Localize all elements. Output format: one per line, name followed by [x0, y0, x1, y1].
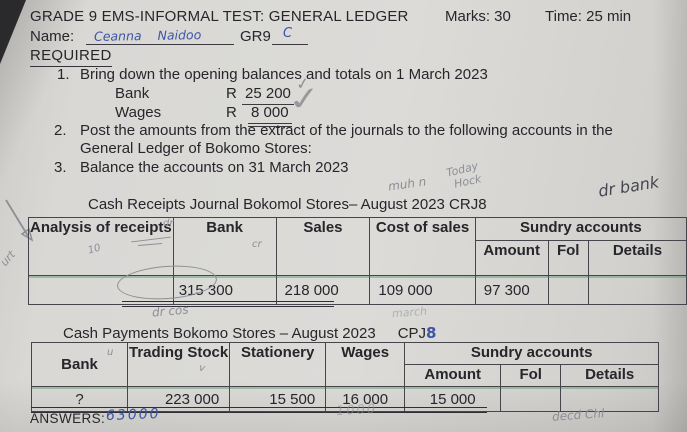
answers-label: ANSWERS:	[30, 411, 106, 426]
pencil-dr-mark: dr	[163, 218, 174, 229]
grade-handwritten: C	[283, 26, 293, 41]
crj-col-analysis: Analysis of receipts	[28, 217, 174, 276]
cpj-header-row-1: Bank Trading Stock Stationery Wages Sund…	[31, 342, 660, 387]
crj-cell-amount: 97 300	[474, 275, 549, 305]
opening-balance-account: Wages	[115, 104, 162, 121]
crj-table-title: Cash Receipts Journal Bokomol Stores– Au…	[88, 196, 487, 213]
opening-balance-account: Bank	[115, 85, 150, 102]
pencil-cr-mark: cr	[252, 239, 262, 250]
cpj-title-text: Cash Payments Bokomo Stores – August 202…	[63, 325, 376, 342]
task-2-text: Post the amounts from the extract of the…	[80, 122, 613, 157]
cpj-cell-fol	[500, 386, 562, 412]
cpj-col-amount: Amount	[404, 364, 502, 387]
cpj-code-prefix: CPJ	[397, 325, 427, 342]
crj-col-fol: Fol	[547, 240, 589, 276]
pencil-checkmark-icon: ✓	[284, 79, 325, 120]
cpj-code-number-handwritten: 8	[426, 324, 437, 342]
task-1-number: 1.	[57, 66, 70, 83]
cpj-col-bank: Bank	[31, 342, 128, 387]
crj-col-sales: Sales	[275, 217, 371, 276]
page-title: GRADE 9 EMS-INFORMAL TEST: GENERAL LEDGE…	[30, 8, 409, 25]
double-rule	[122, 301, 334, 307]
cpj-col-trading-stock: Trading Stock	[126, 342, 231, 387]
crj-sundry-accounts-header: Sundry accounts	[474, 217, 687, 241]
grade-underline	[272, 44, 308, 45]
name-underline	[86, 44, 234, 45]
task-3-number: 3.	[54, 159, 67, 176]
crj-data-row: 315 300 218 000 109 000 97 300	[28, 275, 687, 305]
pen-note-dr-bank: dr bank	[596, 172, 661, 201]
name-handwritten: Ceanna Naidoo	[93, 27, 202, 44]
cpj-col-fol: Fol	[500, 364, 562, 387]
required-heading: REQUIRED	[30, 47, 112, 67]
crj-table: Analysis of receipts Bank Sales Cost of …	[28, 217, 687, 305]
pencil-scribble: muh n	[387, 174, 428, 194]
crj-cell-cost: 109 000	[369, 275, 476, 305]
cpj-col-stationery: Stationery	[229, 342, 327, 387]
task-1-text: Bring down the opening balances and tota…	[80, 66, 488, 83]
cpj-col-details: Details	[560, 364, 660, 387]
crj-header-row-1: Analysis of receipts Bank Sales Cost of …	[28, 217, 687, 276]
crj-col-amount: Amount	[474, 240, 549, 276]
cpj-table-title: Cash Payments Bokomo Stores – August 202…	[63, 324, 436, 343]
pencil-wages-note: 1000	[335, 401, 378, 420]
currency-symbol: R	[226, 85, 237, 102]
opening-balance-amount: 25 200	[242, 85, 294, 105]
crj-cell-fol	[547, 275, 589, 305]
pencil-tick-mark: u	[107, 347, 114, 358]
crj-cell-details	[587, 275, 687, 305]
cpj-sundry-accounts-header: Sundry accounts	[404, 342, 660, 365]
task-3-text: Balance the accounts on 31 March 2023	[80, 159, 349, 176]
crj-header-row-2: Amount Fol Details	[29, 240, 687, 276]
currency-symbol: R	[226, 104, 237, 121]
crj-cell-analysis	[28, 275, 174, 305]
cpj-cell-details	[560, 386, 660, 412]
crj-cell-sales: 218 000	[275, 275, 371, 305]
pencil-march-scribble: march	[391, 304, 428, 321]
crj-cell-bank: 315 300	[172, 275, 277, 305]
task-2-number: 2.	[54, 122, 67, 139]
scan-corner-shadow-icon	[0, 0, 26, 64]
grade-label: GR9	[240, 28, 271, 45]
opening-balance-amount: 8 000	[248, 104, 292, 127]
answers-handwritten-value: 63000	[105, 406, 161, 424]
crj-col-cost-of-sales: Cost of sales	[369, 217, 476, 276]
time-label: Time: 25 min	[545, 8, 632, 25]
cpj-col-wages: Wages	[325, 342, 406, 387]
cpj-table: Bank Trading Stock Stationery Wages Sund…	[31, 342, 660, 412]
pencil-bottom-right-note: decd Chl	[551, 406, 605, 424]
name-label: Name:	[30, 28, 75, 45]
double-rule	[31, 407, 487, 413]
crj-col-details: Details	[587, 240, 687, 276]
marks-label: Marks: 30	[445, 8, 511, 25]
pencil-dr-cos-note: dr cos	[151, 302, 190, 320]
